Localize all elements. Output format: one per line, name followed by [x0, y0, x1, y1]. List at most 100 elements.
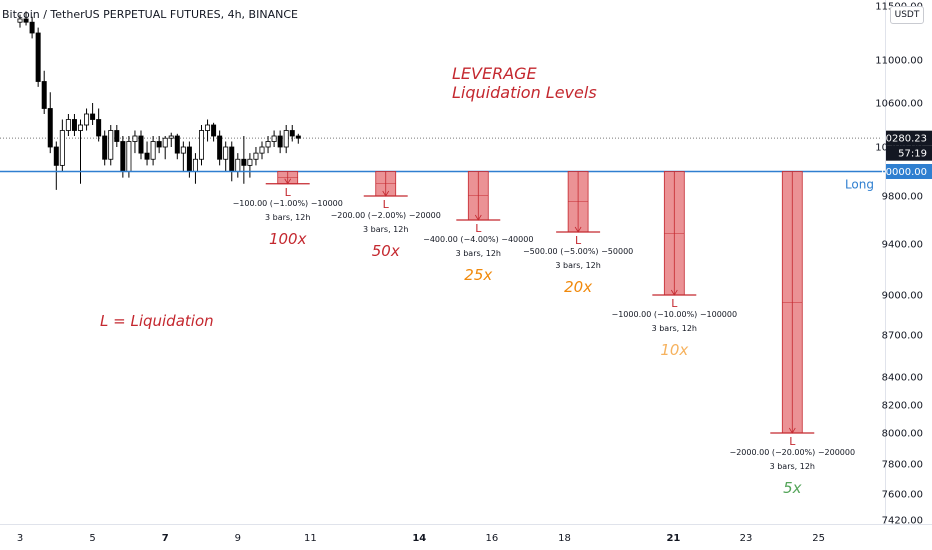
candle[interactable] — [126, 141, 132, 172]
candle[interactable] — [47, 108, 53, 148]
leverage-title-line1: LEVERAGE — [452, 64, 537, 83]
candle[interactable] — [84, 113, 90, 126]
candle[interactable] — [23, 18, 29, 23]
liquidation-marker: L — [789, 435, 796, 448]
measure-label: −400.00 (−4.00%) −40000 — [423, 235, 533, 244]
candle[interactable] — [180, 146, 186, 154]
candle[interactable] — [17, 18, 23, 23]
last-price-tag-bg — [886, 130, 932, 146]
candle[interactable] — [186, 146, 192, 172]
candle[interactable] — [192, 158, 198, 172]
candle[interactable] — [144, 152, 150, 160]
liquidation-box-5x[interactable]: L−2000.00 (−20.00%) −200000 3 bars, 12h 5x — [730, 171, 856, 498]
candle[interactable] — [271, 135, 277, 142]
measure-arrow — [574, 226, 582, 233]
candle[interactable] — [156, 141, 162, 148]
candle[interactable] — [247, 158, 253, 166]
candle[interactable] — [259, 146, 265, 154]
leverage-label: 10x — [660, 341, 688, 359]
price-axis[interactable] — [885, 0, 932, 550]
candle[interactable] — [96, 119, 102, 137]
x-tick-label: 21 — [666, 533, 680, 544]
symbol-title: Bitcoin / TetherUS PERPETUAL FUTURES, 4h… — [2, 8, 298, 21]
leverage-label: 5x — [783, 479, 802, 497]
liquidation-box-50x[interactable]: L−200.00 (−2.00%) −20000 3 bars, 12h 50x — [331, 171, 441, 261]
liquidation-marker: L — [475, 222, 482, 235]
candle[interactable] — [168, 135, 174, 139]
x-tick-label: 14 — [412, 533, 426, 544]
measure-label: −100.00 (−1.00%) −10000 — [233, 199, 343, 208]
liquidation-box-25x[interactable]: L−400.00 (−4.00%) −40000 3 bars, 12h 25x — [423, 171, 533, 285]
candle[interactable] — [150, 141, 156, 160]
candle[interactable] — [289, 130, 295, 137]
liquidation-box-20x[interactable]: L−500.00 (−5.00%) −50000 3 bars, 12h 20x — [523, 171, 633, 297]
candle[interactable] — [71, 119, 77, 131]
measure-label: −500.00 (−5.00%) −50000 — [523, 247, 633, 256]
candle[interactable] — [265, 141, 271, 148]
y-tick-label: 7600.00 — [882, 490, 923, 501]
candle[interactable] — [253, 152, 259, 160]
leverage-label: 100x — [269, 230, 307, 248]
leverage-label: 50x — [372, 242, 400, 260]
candle[interactable] — [102, 135, 108, 160]
x-tick-label: 5 — [89, 533, 95, 544]
measure-label: −200.00 (−2.00%) −20000 — [331, 211, 441, 220]
x-tick-label: 11 — [304, 533, 317, 544]
leverage-label: 20x — [564, 278, 592, 296]
candle[interactable] — [59, 130, 65, 166]
candle[interactable] — [120, 141, 126, 172]
candle[interactable] — [277, 135, 283, 148]
candle[interactable] — [217, 135, 223, 160]
currency-badge[interactable]: USDT — [890, 6, 924, 24]
x-tick-label: 23 — [740, 533, 753, 544]
candle[interactable] — [65, 119, 71, 131]
candle[interactable] — [41, 81, 47, 109]
measure-bars-label: 3 bars, 12h — [652, 324, 697, 333]
liquidation-marker: L — [383, 198, 390, 211]
leverage-label: 25x — [464, 266, 492, 284]
x-tick-label: 25 — [812, 533, 825, 544]
y-tick-label: 8000.00 — [882, 429, 923, 440]
candle[interactable] — [138, 135, 144, 154]
candle[interactable] — [53, 146, 59, 166]
candle[interactable] — [223, 146, 229, 160]
candle[interactable] — [174, 135, 180, 154]
y-tick-label: 8400.00 — [882, 373, 923, 384]
liquidation-marker: L — [575, 234, 582, 247]
last-price-tag[interactable]: 10280.23 — [879, 134, 927, 145]
measure-bars-label: 3 bars, 12h — [363, 225, 408, 234]
candle[interactable] — [114, 130, 120, 142]
liquidation-box-100x[interactable]: L−100.00 (−1.00%) −10000 3 bars, 12h 100x — [233, 171, 343, 248]
candle[interactable] — [211, 124, 217, 137]
y-tick-label: 9400.00 — [882, 240, 923, 251]
countdown-tag[interactable]: 57:19 — [898, 149, 927, 160]
candle[interactable] — [90, 113, 96, 120]
long-label: Long — [845, 178, 874, 192]
measure-bars-label: 3 bars, 12h — [456, 249, 501, 258]
candle[interactable] — [132, 135, 138, 142]
candle[interactable] — [295, 135, 301, 139]
candle[interactable] — [229, 146, 235, 172]
entry-price-tag[interactable]: 10000.00 — [879, 167, 927, 178]
measure-arrow — [284, 178, 292, 185]
candle[interactable] — [205, 124, 211, 131]
candle[interactable] — [162, 137, 168, 148]
liquidation-legend: L = Liquidation — [100, 312, 214, 330]
measure-label: −1000.00 (−10.00%) −100000 — [612, 310, 738, 319]
candle[interactable] — [35, 32, 41, 82]
candle[interactable] — [241, 158, 247, 166]
measure-arrow — [788, 427, 796, 434]
candle[interactable] — [29, 21, 35, 34]
measure-bars-label: 3 bars, 12h — [770, 462, 815, 471]
measure-arrow — [382, 190, 390, 197]
candle[interactable] — [283, 130, 289, 148]
candle[interactable] — [108, 130, 114, 160]
y-tick-label: 8700.00 — [882, 331, 923, 342]
y-tick-label: 7420.00 — [882, 516, 923, 527]
candle[interactable] — [78, 124, 84, 131]
candle[interactable] — [198, 130, 204, 160]
liquidation-box-10x[interactable]: L−1000.00 (−10.00%) −100000 3 bars, 12h 10… — [612, 171, 738, 360]
candle[interactable] — [235, 158, 241, 172]
y-tick-label: 11000.00 — [875, 56, 923, 67]
measure-bars-label: 3 bars, 12h — [265, 213, 310, 222]
